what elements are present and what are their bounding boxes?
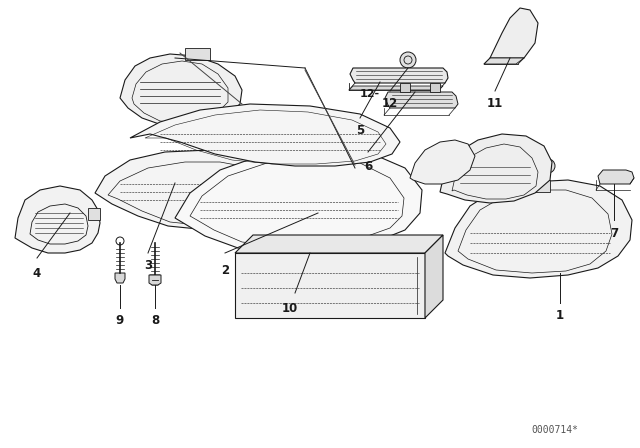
Circle shape bbox=[400, 52, 416, 68]
Polygon shape bbox=[95, 150, 312, 230]
Polygon shape bbox=[440, 134, 552, 203]
Polygon shape bbox=[385, 92, 458, 108]
Text: 1: 1 bbox=[556, 309, 564, 322]
Polygon shape bbox=[445, 180, 632, 278]
Polygon shape bbox=[349, 86, 443, 90]
Text: 2: 2 bbox=[221, 263, 229, 276]
Polygon shape bbox=[115, 273, 125, 283]
Polygon shape bbox=[235, 235, 443, 253]
Polygon shape bbox=[350, 68, 448, 83]
Text: 7: 7 bbox=[610, 227, 618, 240]
Text: 12: 12 bbox=[382, 96, 398, 109]
Text: 9: 9 bbox=[116, 314, 124, 327]
Text: 12-: 12- bbox=[360, 89, 380, 99]
Text: 0000714*: 0000714* bbox=[531, 425, 579, 435]
Polygon shape bbox=[490, 8, 538, 58]
Polygon shape bbox=[130, 104, 400, 166]
Polygon shape bbox=[425, 235, 443, 318]
Polygon shape bbox=[185, 48, 210, 60]
Polygon shape bbox=[525, 180, 550, 192]
Text: 11: 11 bbox=[487, 96, 503, 109]
Polygon shape bbox=[410, 140, 475, 184]
Text: 4: 4 bbox=[33, 267, 41, 280]
Polygon shape bbox=[150, 275, 160, 285]
Polygon shape bbox=[149, 275, 161, 285]
Polygon shape bbox=[15, 186, 100, 253]
Text: 5: 5 bbox=[356, 124, 364, 137]
Polygon shape bbox=[235, 253, 425, 318]
Polygon shape bbox=[484, 58, 524, 64]
Polygon shape bbox=[400, 83, 410, 92]
Circle shape bbox=[218, 85, 232, 99]
Text: 3: 3 bbox=[144, 258, 152, 271]
Polygon shape bbox=[120, 54, 242, 126]
Polygon shape bbox=[175, 148, 422, 252]
Circle shape bbox=[90, 210, 98, 218]
Polygon shape bbox=[495, 178, 520, 190]
Text: 8: 8 bbox=[151, 314, 159, 327]
Text: 6: 6 bbox=[364, 159, 372, 172]
Polygon shape bbox=[598, 170, 634, 184]
Polygon shape bbox=[430, 83, 440, 92]
Text: 10: 10 bbox=[282, 302, 298, 314]
Circle shape bbox=[541, 159, 555, 173]
Polygon shape bbox=[88, 208, 100, 220]
